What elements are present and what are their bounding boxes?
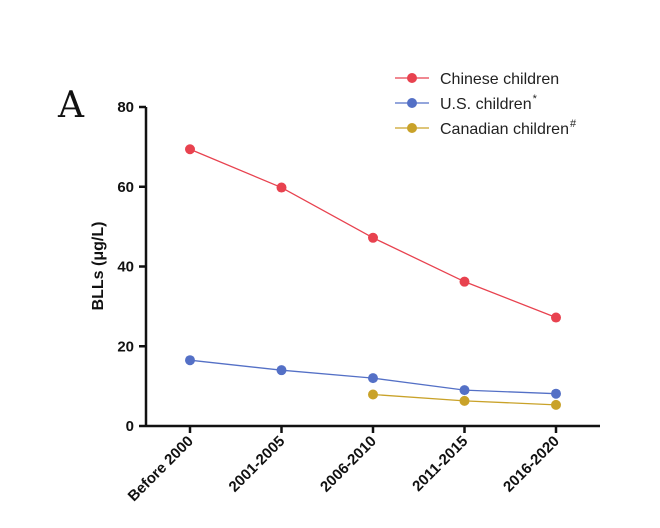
legend: Chinese children U.S. children * Canadian c…	[395, 71, 577, 138]
series-layer	[185, 144, 561, 410]
data-point	[551, 399, 561, 410]
data-point	[551, 312, 561, 323]
x-ticks: Before 2000 2001-2005 2006-2010 2011-2015 20…	[125, 426, 563, 505]
series-2	[368, 389, 561, 410]
legend-label: Chinese children	[440, 71, 559, 88]
legend-marker	[407, 98, 417, 108]
legend-superscript: #	[570, 118, 577, 130]
y-tick-label: 40	[117, 259, 134, 276]
data-point	[185, 144, 195, 155]
data-point	[276, 365, 287, 376]
data-point	[459, 276, 470, 287]
data-point	[368, 232, 378, 243]
data-point	[368, 389, 378, 400]
legend-label: U.S. children	[440, 96, 532, 113]
y-ticks: 0 20 40 60 80	[117, 99, 146, 435]
y-tick-label: 80	[117, 99, 134, 116]
series-0	[185, 144, 561, 323]
legend-marker	[407, 73, 417, 83]
x-tick-label: 2016-2020	[500, 433, 563, 496]
data-point	[551, 388, 561, 399]
x-tick-label: Before 2000	[125, 433, 197, 505]
legend-marker	[407, 123, 417, 133]
x-tick-label: 2006-2010	[317, 433, 380, 496]
data-point	[185, 355, 195, 366]
legend-label: Canadian children	[440, 121, 569, 138]
data-point	[459, 385, 470, 396]
y-tick-label: 0	[126, 418, 134, 435]
x-tick-label: 2011-2015	[409, 433, 471, 495]
panel-label: A	[57, 85, 85, 126]
data-point	[459, 395, 470, 406]
data-point	[368, 373, 378, 384]
series-1	[185, 355, 561, 399]
y-tick-label: 60	[117, 179, 134, 196]
y-tick-label: 20	[117, 338, 134, 355]
legend-superscript: *	[533, 93, 538, 105]
data-point	[276, 182, 287, 193]
x-tick-label: 2001-2005	[226, 433, 289, 496]
y-axis-title: BLLs (μg/L)	[90, 222, 107, 311]
